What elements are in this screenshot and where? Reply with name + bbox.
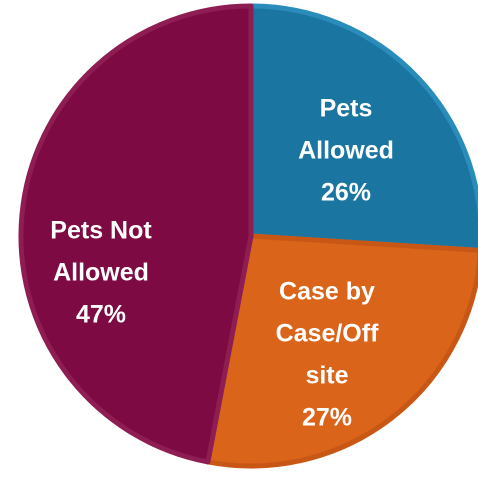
slices-layer xyxy=(18,3,478,469)
slice-category-label: Case/Off xyxy=(276,320,379,348)
pie-slice-1 xyxy=(205,233,478,469)
slice-category-label: Allowed xyxy=(53,259,149,287)
slice-category-label: Case by xyxy=(279,278,375,306)
labels-layer: Pets Allowed 26% Case by Case/Off site 27% Pets… xyxy=(50,95,394,432)
pie-slice-0 xyxy=(248,3,478,253)
slice-percent-label: 47% xyxy=(76,301,126,329)
slice-label-1: Case by Case/Off site 27% xyxy=(276,278,379,432)
slice-category-label: Allowed xyxy=(298,137,394,165)
slice-percent-label: 26% xyxy=(321,179,371,207)
slice-percent-label: 27% xyxy=(302,404,352,432)
slice-category-label: site xyxy=(305,362,348,390)
slice-category-label: Pets Not xyxy=(50,217,152,245)
slice-label-2: Pets Not Allowed 47% xyxy=(50,217,152,329)
slice-label-0: Pets Allowed 26% xyxy=(298,95,394,207)
pie-slice-2 xyxy=(18,3,254,465)
slice-category-label: Pets xyxy=(320,95,373,123)
